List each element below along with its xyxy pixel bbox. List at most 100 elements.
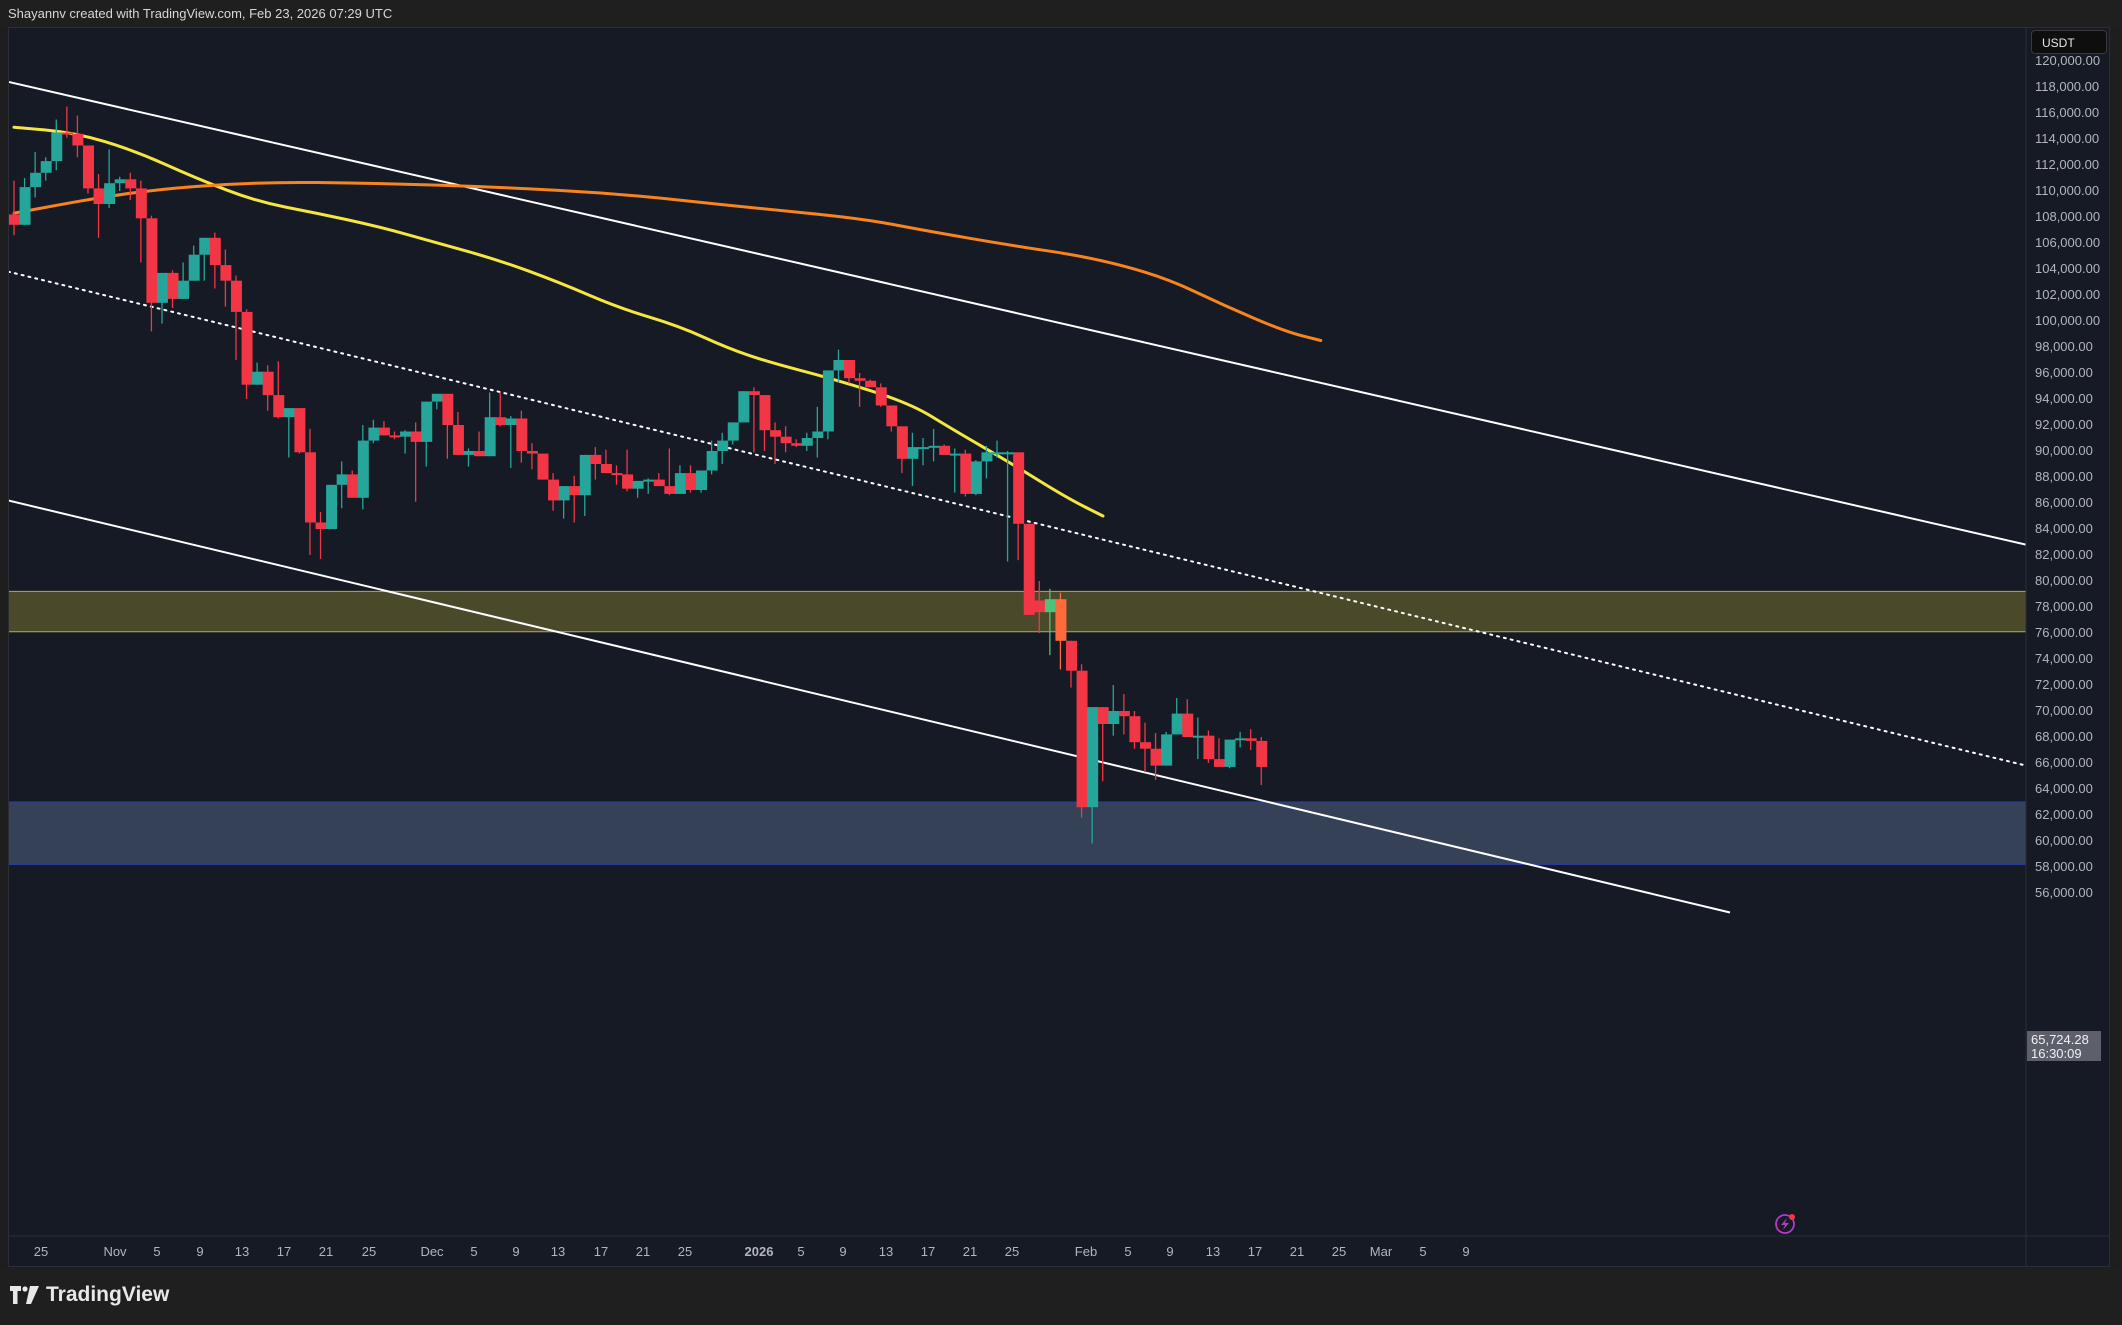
candle[interactable] — [706, 440, 718, 475]
candle[interactable] — [326, 484, 338, 529]
candle[interactable] — [421, 401, 433, 467]
candle[interactable] — [896, 426, 908, 474]
candle[interactable] — [315, 512, 327, 559]
candle[interactable] — [918, 438, 930, 466]
lightning-alert-icon[interactable] — [1775, 1214, 1795, 1234]
candle[interactable] — [431, 393, 443, 410]
candle[interactable] — [463, 448, 475, 467]
demand-zone[interactable] — [9, 802, 2026, 865]
candle[interactable] — [135, 180, 147, 263]
candle[interactable] — [1224, 739, 1236, 769]
candle[interactable] — [696, 470, 708, 493]
candle[interactable] — [495, 392, 507, 427]
candle[interactable] — [410, 422, 422, 502]
candle[interactable] — [643, 478, 655, 494]
candle[interactable] — [230, 275, 242, 361]
candle[interactable] — [1245, 729, 1257, 750]
chart-frame[interactable] — [8, 27, 2110, 1267]
candle[interactable] — [611, 465, 623, 485]
candle[interactable] — [548, 473, 560, 511]
candle[interactable] — [505, 415, 517, 468]
candle[interactable] — [939, 444, 951, 455]
candlestick-chart[interactable]: 120,000.00 118,000.00 116,000.00 114,000.00… — [0, 0, 2122, 1268]
currency-button[interactable]: USDT — [2031, 30, 2107, 54]
candle[interactable] — [1192, 717, 1204, 760]
candle[interactable] — [1013, 452, 1025, 561]
candle[interactable] — [780, 426, 792, 453]
candle[interactable] — [294, 408, 306, 454]
tradingview-brand[interactable]: TradingView — [10, 1283, 169, 1307]
candle[interactable] — [812, 406, 824, 458]
candle[interactable] — [759, 395, 771, 451]
candle[interactable] — [1139, 722, 1151, 773]
candle[interactable] — [1108, 685, 1120, 736]
candle[interactable] — [801, 432, 813, 451]
candle[interactable] — [770, 422, 782, 464]
candle[interactable] — [833, 349, 845, 383]
candle[interactable] — [1161, 731, 1173, 766]
candle[interactable] — [1256, 737, 1268, 786]
candle[interactable] — [1002, 451, 1014, 562]
candle[interactable] — [188, 245, 200, 281]
candle[interactable] — [93, 174, 105, 238]
candle[interactable] — [579, 454, 591, 516]
candle[interactable] — [1066, 640, 1077, 688]
candle[interactable] — [357, 425, 369, 510]
candle[interactable] — [717, 432, 729, 464]
candle[interactable] — [51, 119, 63, 171]
candle[interactable] — [156, 272, 168, 324]
candle[interactable] — [40, 157, 52, 181]
candle[interactable] — [1097, 707, 1109, 782]
candle[interactable] — [199, 237, 211, 281]
candle[interactable] — [1055, 592, 1067, 670]
candle[interactable] — [1076, 664, 1088, 818]
candle[interactable] — [685, 465, 697, 493]
candle[interactable] — [146, 215, 158, 332]
candle[interactable] — [875, 383, 887, 407]
candle[interactable] — [484, 392, 496, 457]
candle[interactable] — [61, 106, 73, 138]
candle[interactable] — [844, 360, 856, 384]
candle[interactable] — [854, 373, 866, 407]
candle[interactable] — [474, 431, 486, 457]
candle[interactable] — [1203, 730, 1215, 764]
candle[interactable] — [1023, 523, 1035, 615]
candle[interactable] — [114, 176, 126, 191]
candle[interactable] — [886, 405, 898, 432]
candle[interactable] — [632, 480, 644, 498]
candle[interactable] — [9, 180, 20, 236]
candle[interactable] — [928, 428, 940, 462]
candle[interactable] — [241, 309, 253, 399]
candle[interactable] — [304, 428, 316, 555]
candle[interactable] — [1150, 733, 1162, 780]
fast-ma-line[interactable] — [12, 125, 1105, 518]
candle[interactable] — [378, 421, 390, 436]
candle[interactable] — [960, 449, 972, 497]
candle[interactable] — [664, 448, 676, 496]
candle[interactable] — [72, 115, 84, 158]
candle[interactable] — [336, 461, 348, 509]
candle[interactable] — [442, 393, 454, 459]
candle[interactable] — [104, 149, 116, 208]
candle[interactable] — [822, 370, 834, 440]
candle[interactable] — [1182, 699, 1194, 737]
candle[interactable] — [283, 408, 295, 458]
candle[interactable] — [970, 460, 982, 496]
candle[interactable] — [82, 145, 94, 194]
candle[interactable] — [600, 449, 612, 474]
candle[interactable] — [727, 422, 739, 445]
candle[interactable] — [19, 178, 31, 225]
candle[interactable] — [674, 465, 686, 494]
candle[interactable] — [220, 249, 232, 307]
candle[interactable] — [209, 232, 221, 289]
candle[interactable] — [347, 470, 359, 498]
candle[interactable] — [368, 419, 380, 444]
candle[interactable] — [1129, 711, 1141, 749]
candle[interactable] — [178, 262, 190, 299]
candle[interactable] — [125, 172, 137, 201]
candle[interactable] — [738, 391, 750, 423]
upper-channel-line[interactable] — [8, 81, 2026, 546]
candle[interactable] — [590, 447, 602, 480]
candle[interactable] — [1213, 738, 1225, 767]
candle[interactable] — [252, 362, 264, 385]
